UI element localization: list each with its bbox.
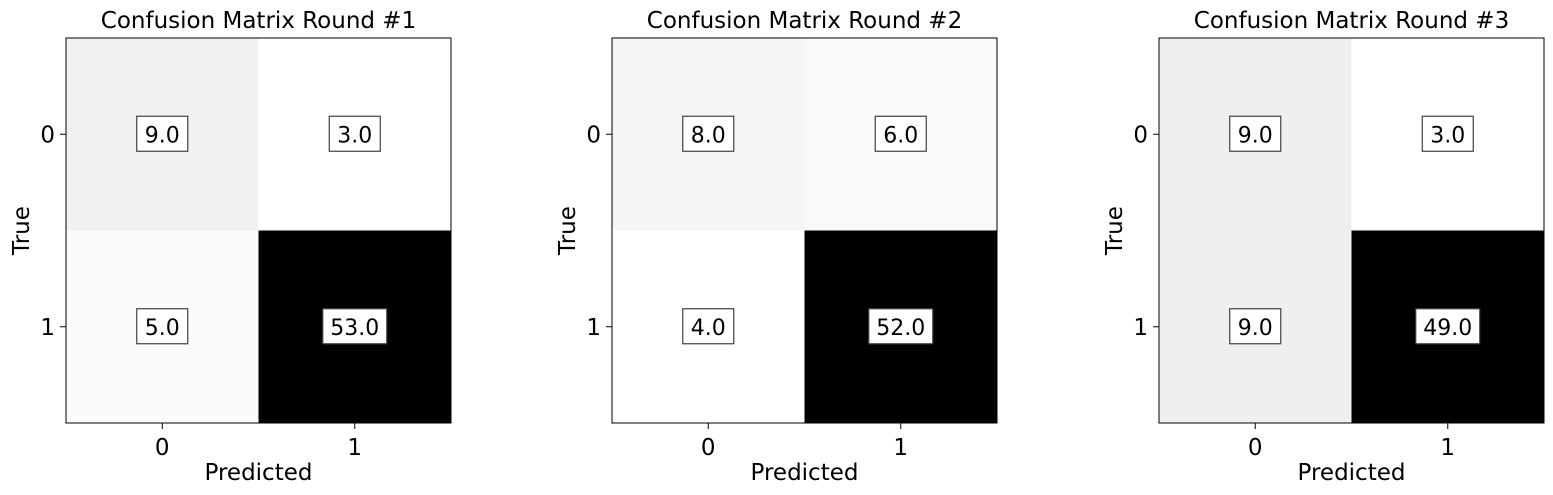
- cell-label-box: [1421, 115, 1474, 152]
- y-tick-label: 1: [586, 315, 601, 341]
- cell-value-label: 9.0: [1238, 123, 1273, 148]
- cell-label-box: [868, 308, 934, 345]
- y-tick-label: 0: [40, 122, 55, 148]
- confusion-matrix-panel-3: 9.0 3.0 9.0 49.0 0 1 0 1 Confusion Matrix Round …: [1102, 8, 1545, 486]
- y-tick-label: 0: [1133, 122, 1148, 148]
- x-tick-label: 0: [155, 435, 170, 461]
- x-tick-label: 1: [347, 435, 362, 461]
- cell-label-box: [322, 308, 388, 345]
- cell-value-label: 52.0: [876, 316, 925, 341]
- y-axis-label: True: [555, 206, 581, 256]
- cell-value-label: 6.0: [883, 123, 918, 148]
- x-tick-label: 0: [1248, 435, 1263, 461]
- y-tick-label: 1: [40, 315, 55, 341]
- x-axis-label: Predicted: [751, 460, 859, 486]
- confusion-matrix-panel-1: 9.0 3.0 5.0 53.0 0 1 0 1 Confusion Matrix Round …: [9, 8, 452, 486]
- cell-value-label: 53.0: [330, 316, 379, 341]
- cell-value-label: 49.0: [1423, 316, 1472, 341]
- cell-label-box: [682, 115, 735, 152]
- cell-value-label: 9.0: [145, 123, 180, 148]
- cell-label-box: [1415, 308, 1481, 345]
- x-axis-label: Predicted: [1298, 460, 1406, 486]
- plot-frame: [65, 37, 452, 424]
- cell-value-label: 5.0: [145, 316, 180, 341]
- cell-label-box: [1229, 308, 1282, 345]
- cell-value-label: 4.0: [691, 316, 726, 341]
- cell-value-label: 3.0: [337, 123, 372, 148]
- x-tick-label: 1: [1440, 435, 1455, 461]
- cell-label-box: [1229, 115, 1282, 152]
- cell-label-box: [136, 115, 189, 152]
- cell-value-label: 8.0: [691, 123, 726, 148]
- y-axis-label: True: [1102, 206, 1128, 256]
- confusion-matrix-panel-2: 8.0 6.0 4.0 52.0 0 1 0 1 Confusion Matrix Round …: [555, 8, 998, 486]
- chart-title: Confusion Matrix Round #3: [1194, 8, 1509, 34]
- y-axis-label: True: [9, 206, 35, 256]
- chart-title: Confusion Matrix Round #2: [647, 8, 962, 34]
- cell-value-label: 9.0: [1238, 316, 1273, 341]
- cell-label-box: [682, 308, 735, 345]
- x-tick-label: 0: [701, 435, 716, 461]
- plot-frame: [1158, 37, 1545, 424]
- cell-value-label: 3.0: [1430, 123, 1465, 148]
- cell-label-box: [136, 308, 189, 345]
- plot-frame: [611, 37, 998, 424]
- x-axis-label: Predicted: [205, 460, 313, 486]
- y-tick-label: 0: [586, 122, 601, 148]
- cell-label-box: [328, 115, 381, 152]
- chart-title: Confusion Matrix Round #1: [101, 8, 416, 34]
- y-tick-label: 1: [1133, 315, 1148, 341]
- cell-label-box: [874, 115, 927, 152]
- x-tick-label: 1: [893, 435, 908, 461]
